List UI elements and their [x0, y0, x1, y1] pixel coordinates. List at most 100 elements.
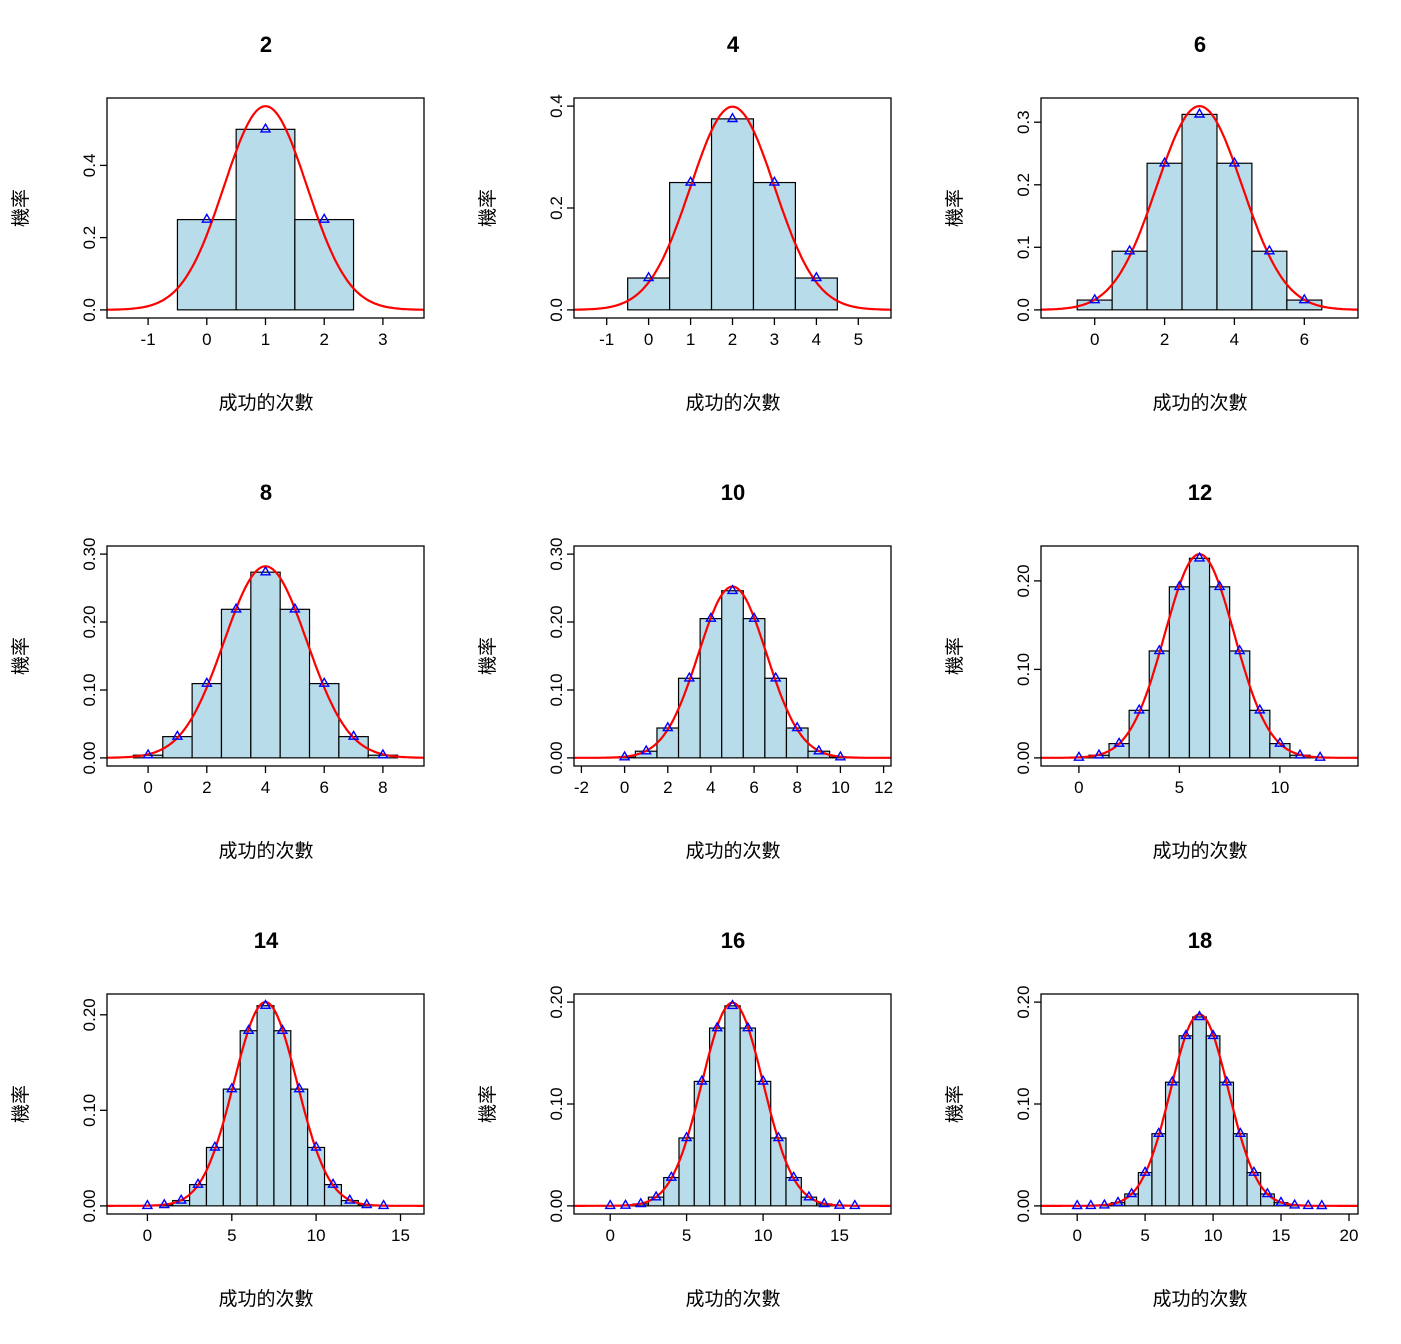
probability-point-triangle	[833, 1198, 846, 1209]
probability-point-triangle	[619, 1198, 632, 1209]
x-axis-tick-label: 1	[261, 330, 270, 349]
chart-title: 14	[254, 928, 279, 953]
y-axis-tick-label: 0.2	[547, 196, 566, 220]
plot-box	[106, 993, 425, 1215]
x-axis-tick-label: 6	[749, 778, 758, 797]
x-axis-tick-label: 2	[1160, 330, 1169, 349]
probability-point-triangle	[1093, 748, 1105, 759]
probability-point-triangle	[1193, 551, 1206, 562]
probability-bar	[1208, 586, 1231, 759]
probability-point-triangle	[680, 1131, 693, 1142]
x-axis-label: 成功的次數	[1152, 840, 1247, 862]
x-axis-tick-label: 2	[319, 330, 328, 349]
plot-area: -1 0 1 2 3 0.0 0.2 0.4	[80, 97, 425, 349]
probability-point-triangle	[1288, 1198, 1301, 1209]
probability-point-triangle	[1233, 644, 1246, 655]
binomial-chart-n2: -1 0 1 2 3 0.0 0.2 0.4 2 成功的次數 機率	[10, 32, 425, 414]
probability-point-triangle	[1298, 293, 1311, 304]
probability-point-triangle	[1113, 736, 1125, 747]
probability-bar	[800, 1196, 818, 1207]
x-axis-tick-label: -2	[574, 778, 589, 797]
probability-point-triangle	[618, 750, 631, 761]
plot-area: 0 2 4 6 8 0.00 0.10 0.20 0.30	[80, 538, 425, 797]
y-axis-tick-label: 0.0	[1014, 298, 1033, 322]
probability-point-triangle	[158, 1198, 171, 1209]
probability-point-triangle	[726, 112, 739, 123]
binomial-chart-n8: 0 2 4 6 8 0.00 0.10 0.20 0.30 8 成功的次數 機率	[10, 480, 425, 862]
probability-point-triangle	[604, 1199, 616, 1210]
y-axis-tick-label: 0.00	[547, 741, 566, 774]
probability-bar	[663, 1176, 680, 1207]
x-axis-tick-label: 4	[812, 330, 821, 349]
y-axis-label: 機率	[477, 1085, 499, 1123]
plot-area: -2 0 2 4 6 8 10 12 0.00 0.10 0.20 0.30	[547, 538, 893, 797]
probability-bar	[1249, 709, 1271, 759]
y-axis-tick-label: 0.20	[80, 998, 99, 1031]
probability-bar	[1111, 250, 1148, 311]
x-axis-tick-label: 8	[378, 778, 387, 797]
x-axis-label: 成功的次數	[685, 392, 780, 414]
probability-point-triangle	[344, 1193, 356, 1204]
probability-point-triangle	[1207, 1029, 1219, 1040]
y-axis-label: 機率	[10, 1085, 32, 1123]
y-axis-tick-label: 0.20	[547, 605, 566, 638]
x-axis-tick-label: 10	[754, 1226, 773, 1245]
y-axis-tick-label: 0.20	[1014, 564, 1033, 597]
probability-point-triangle	[748, 611, 760, 622]
probability-point-triangle	[175, 1193, 187, 1204]
y-axis-tick-label: 0.00	[1014, 741, 1033, 774]
chart-title: 2	[260, 32, 272, 57]
x-axis-tick-label: 15	[391, 1226, 410, 1245]
y-axis-tick-label: 0.10	[1014, 653, 1033, 686]
probability-point-triangle	[834, 750, 847, 761]
y-axis-tick-label: 0.4	[547, 94, 566, 118]
y-axis-tick-label: 0.1	[1014, 235, 1033, 259]
plot-box	[1040, 97, 1359, 319]
probability-point-triangle	[1302, 1199, 1314, 1210]
x-axis-tick-label: 15	[830, 1226, 849, 1245]
probability-point-triangle	[360, 1198, 373, 1209]
panel-n2: -1 0 1 2 3 0.0 0.2 0.4 2 成功的次數 機率	[0, 0, 467, 448]
x-axis-tick-label: 0	[605, 1226, 614, 1245]
x-axis-tick-label: 5	[682, 1226, 691, 1245]
binomial-chart-n14: 0 5 10 15 0.00 0.10 0.20 14 成功的次數 機率	[10, 928, 425, 1310]
chart-title: 4	[727, 32, 740, 57]
x-axis-label: 成功的次數	[685, 840, 780, 862]
probability-point-triangle	[293, 1082, 305, 1093]
panel-n12: 0 5 10 0.00 0.10 0.20 12 成功的次數 機率	[934, 448, 1401, 896]
probability-bar	[647, 1196, 665, 1207]
probability-point-triangle	[201, 212, 213, 223]
plot-area: 0 5 10 0.00 0.10 0.20	[1014, 545, 1359, 797]
probability-point-triangle	[1173, 580, 1186, 591]
x-axis-tick-label: 15	[1272, 1226, 1291, 1245]
probability-bar	[1251, 250, 1288, 311]
x-axis-tick-label: 0	[1090, 330, 1099, 349]
probability-bar	[256, 1005, 275, 1207]
probability-point-triangle	[726, 584, 739, 595]
probability-bar	[222, 1088, 241, 1207]
probability-point-triangle	[1158, 156, 1171, 167]
probability-bar	[710, 118, 755, 311]
probability-point-triangle	[1220, 1075, 1233, 1086]
probability-bar	[1216, 162, 1253, 311]
probability-point-triangle	[1193, 1010, 1206, 1021]
probability-bar	[1181, 113, 1218, 311]
probability-bar	[669, 181, 713, 311]
x-axis-label: 成功的次數	[1152, 392, 1247, 414]
probability-bar	[290, 1088, 309, 1207]
probability-bar	[752, 181, 797, 311]
probability-point-triangle	[665, 1171, 678, 1181]
probability-bar	[250, 571, 281, 759]
probability-bar	[678, 1137, 695, 1207]
x-axis-tick-label: 20	[1340, 1226, 1359, 1245]
probability-point-triangle	[1071, 1199, 1083, 1210]
probability-point-triangle	[1314, 750, 1326, 761]
y-axis-tick-label: 0.10	[547, 1087, 566, 1120]
probability-point-triangle	[289, 602, 301, 613]
probability-point-triangle	[259, 565, 272, 576]
x-axis-label: 成功的次數	[1152, 1288, 1247, 1310]
probability-point-triangle	[818, 1197, 830, 1208]
probability-point-triangle	[635, 1197, 647, 1208]
x-axis-tick-label: 12	[874, 778, 893, 797]
normal-approximation-curve	[574, 1001, 891, 1207]
